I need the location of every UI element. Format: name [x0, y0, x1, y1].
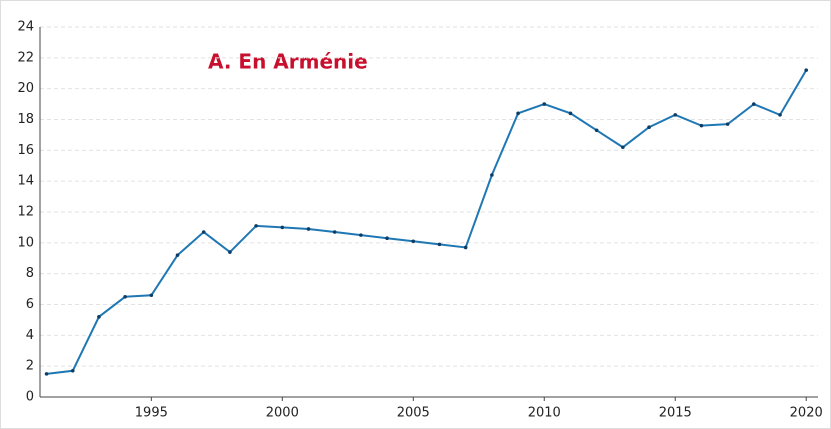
point: [44, 372, 49, 376]
point: [804, 68, 809, 72]
point: [752, 102, 756, 106]
x-tick-label: 2000: [266, 406, 299, 421]
point: [647, 125, 651, 130]
y-tick-label: 8: [26, 266, 34, 281]
point: [254, 224, 258, 228]
point: [175, 253, 180, 257]
x-tick-label: 2005: [397, 406, 430, 421]
y-tick-label: 10: [17, 235, 34, 250]
point: [725, 122, 730, 126]
y-tick-label: 0: [26, 390, 34, 405]
point: [359, 233, 363, 237]
point: [149, 293, 154, 298]
point: [306, 227, 311, 231]
point: [201, 230, 206, 234]
x-tick-label: 1995: [135, 406, 168, 421]
point: [778, 113, 782, 117]
point: [621, 145, 625, 150]
y-tick-label: 6: [26, 297, 34, 312]
y-tick-label: 20: [17, 81, 34, 96]
point: [228, 250, 232, 254]
line: [46, 69, 808, 375]
point: [411, 239, 416, 244]
y-tick-label: 16: [17, 143, 34, 158]
y-tick-label: 18: [17, 112, 34, 127]
x-tick-label: 2010: [528, 406, 561, 421]
point: [516, 111, 520, 116]
point: [280, 225, 285, 230]
point: [673, 113, 678, 117]
point: [568, 111, 573, 116]
y-tick-label: 22: [17, 50, 34, 65]
point: [490, 173, 494, 177]
y-tick-label: 12: [17, 205, 34, 220]
point: [699, 123, 704, 128]
y-tick-label: 4: [26, 328, 34, 343]
point: [97, 315, 101, 319]
y-tick-label: 14: [17, 174, 34, 189]
point: [437, 242, 442, 247]
x-tick-label: 2020: [790, 406, 823, 421]
x-tick-label: 2015: [659, 406, 692, 421]
y-tick-label: 24: [17, 20, 34, 35]
point: [70, 368, 75, 373]
point: [332, 230, 337, 234]
y-tick-label: 2: [26, 359, 34, 374]
point: [385, 236, 389, 241]
point: [463, 245, 468, 250]
point: [594, 128, 599, 133]
point: [542, 102, 547, 106]
chart-title: A. En Arménie: [208, 50, 368, 74]
point: [123, 294, 127, 299]
